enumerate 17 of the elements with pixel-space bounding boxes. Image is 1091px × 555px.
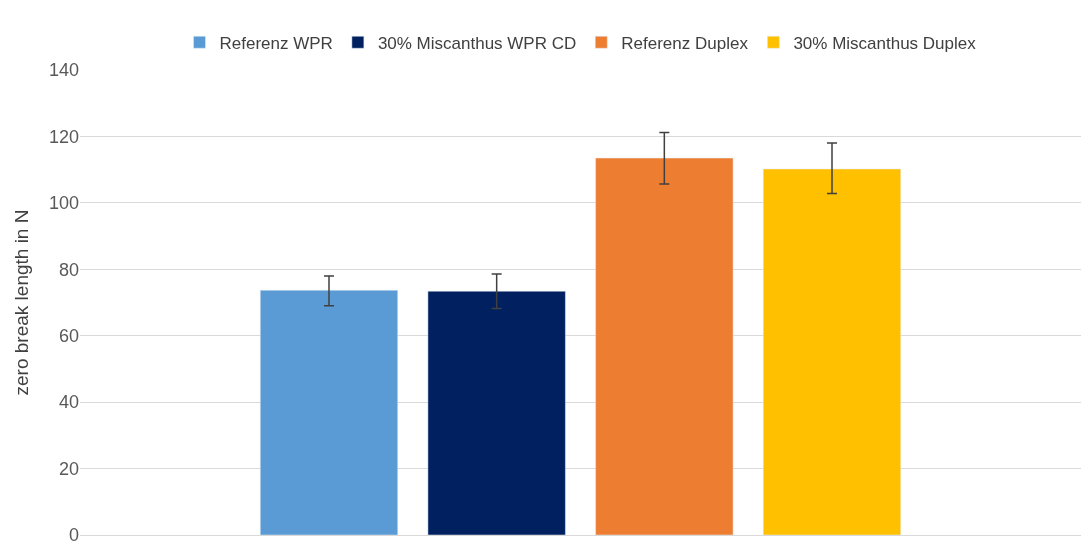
y-tick-label: 60 (58, 326, 79, 347)
legend-label: Referenz WPR (219, 33, 333, 53)
legend-label: Referenz Duplex (621, 33, 749, 53)
legend-label: 30% Miscanthus Duplex (793, 33, 977, 53)
y-tick-label: 20 (58, 458, 79, 479)
bar (595, 157, 734, 535)
bar (427, 290, 566, 535)
y-tick-label: 100 (48, 193, 79, 214)
legend-label: 30% Miscanthus WPR CD (377, 33, 577, 53)
bar (763, 168, 901, 535)
y-tick-label: 80 (58, 259, 79, 280)
y-tick-label: 140 (48, 60, 79, 81)
y-tick-label: 40 (58, 392, 79, 413)
bar (260, 289, 398, 535)
y-axis-title: zero break length in N (10, 209, 32, 396)
y-tick-label: 120 (48, 126, 79, 147)
y-tick-label: 0 (68, 525, 79, 546)
